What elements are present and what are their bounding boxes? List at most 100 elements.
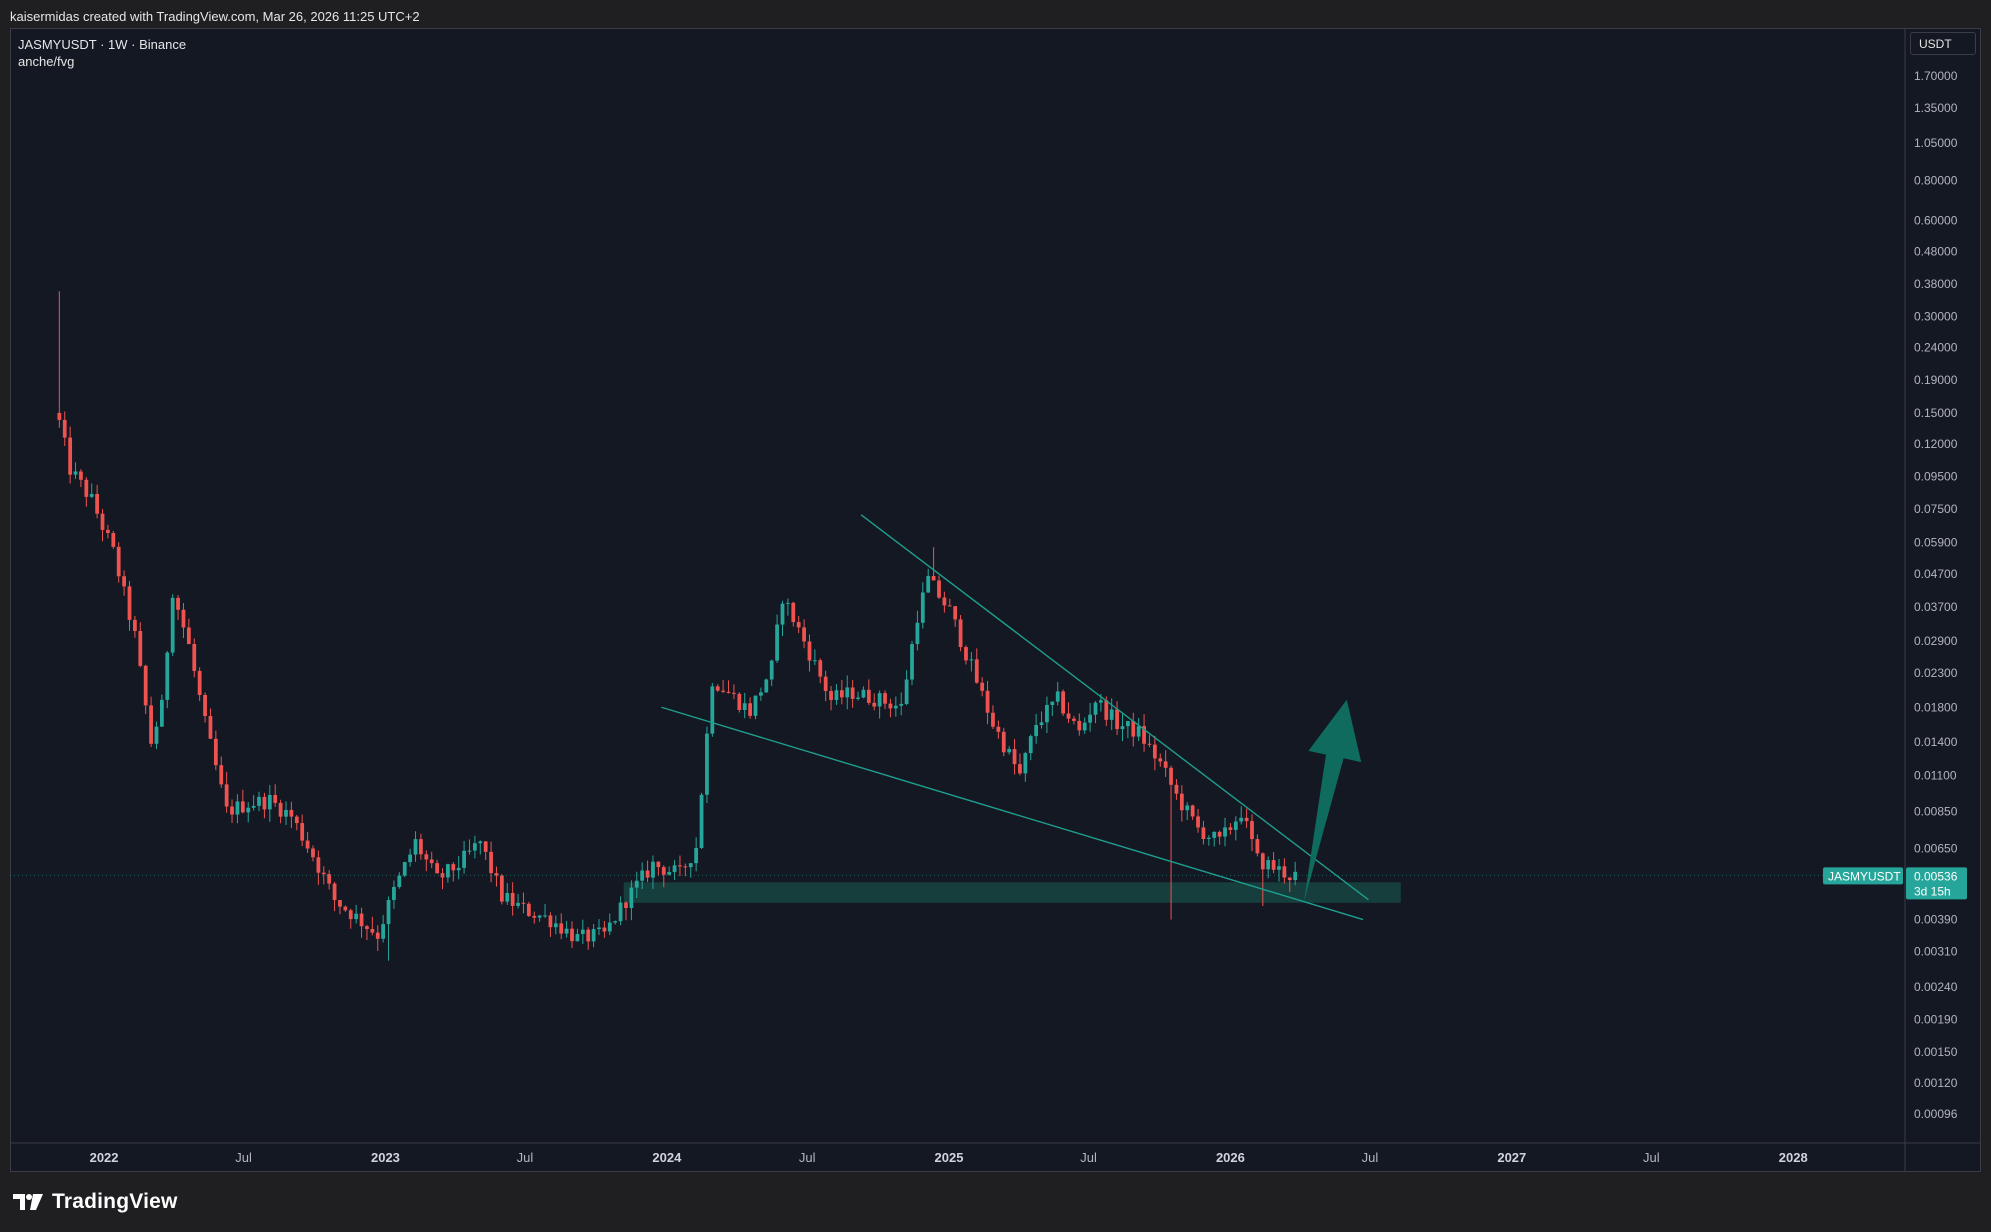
candle <box>451 861 456 882</box>
candle-body <box>694 847 699 864</box>
candle <box>904 670 909 706</box>
candle <box>219 756 224 788</box>
drawing-layer[interactable] <box>661 514 1369 921</box>
candle-body <box>1293 871 1298 881</box>
candle <box>305 832 310 853</box>
candle <box>964 645 968 665</box>
candle-body <box>1028 736 1033 754</box>
candle <box>564 920 569 938</box>
candle-body <box>1287 877 1292 881</box>
candle <box>203 692 207 723</box>
candle-body <box>1142 726 1146 744</box>
candle-body <box>273 794 278 803</box>
candle <box>375 925 380 951</box>
candle <box>1282 858 1287 884</box>
time-tick-label: 2024 <box>652 1150 682 1165</box>
candle <box>947 598 952 607</box>
indicator-label[interactable]: anche/fvg <box>18 54 75 69</box>
candle-body <box>311 848 315 858</box>
chart-credit-bar: kaisermidas created with TradingView.com… <box>0 0 1991 28</box>
candle <box>1163 750 1168 777</box>
candle <box>769 659 774 687</box>
candle <box>780 600 785 637</box>
candle <box>230 799 234 823</box>
chart-footer <box>0 1172 1991 1232</box>
candle-body <box>958 619 963 648</box>
candle <box>95 484 100 519</box>
candle-body <box>915 622 920 645</box>
candle <box>181 603 186 639</box>
chart-legend[interactable]: JASMYUSDT · 1W · Binance anche/fvg <box>18 36 186 70</box>
candle <box>796 615 801 634</box>
candle-body <box>953 606 958 620</box>
candle-body <box>467 850 472 852</box>
candle-body <box>780 603 785 625</box>
candle-body <box>980 682 985 691</box>
price-tick-label: 0.00240 <box>1914 980 1958 994</box>
candle-body <box>429 859 434 864</box>
candle-body <box>996 726 1001 732</box>
symbol-line[interactable]: JASMYUSDT · 1W · Binance <box>18 37 187 52</box>
candle <box>143 664 148 715</box>
candle-body <box>1282 866 1287 878</box>
time-axis-ticks[interactable]: 2022 Jul 2023 Jul 2024 Jul 2025 Jul 2026 Jul 2027 J… <box>90 1150 1808 1165</box>
candle-body <box>246 807 251 813</box>
time-tick-label: Jul <box>1080 1150 1097 1165</box>
candle <box>834 684 839 705</box>
candle <box>548 912 553 937</box>
candle <box>969 652 974 672</box>
currency-selector[interactable]: USDT <box>1910 32 1976 55</box>
candle-body <box>974 659 979 683</box>
candle <box>1007 746 1012 755</box>
price-tick-label: 0.24000 <box>1914 341 1958 355</box>
tradingview-brand[interactable]: TradingView <box>12 1188 178 1216</box>
candle <box>1061 689 1066 716</box>
candle <box>543 904 547 918</box>
price-tick-label: 0.12000 <box>1914 437 1958 451</box>
candle-body <box>1061 691 1066 714</box>
candle <box>338 899 342 915</box>
candle-body <box>84 479 89 497</box>
candle-body <box>446 864 450 878</box>
price-tick-label: 0.60000 <box>1914 213 1958 227</box>
candle <box>462 840 466 874</box>
candle-body <box>208 716 213 739</box>
candle <box>343 905 348 912</box>
candle <box>1233 816 1238 841</box>
candle <box>980 677 985 697</box>
candle-body <box>985 690 990 713</box>
candle-body <box>257 796 261 806</box>
chart-area[interactable] <box>10 28 1981 1172</box>
candle <box>877 690 882 719</box>
candle <box>629 880 634 921</box>
candle-body <box>1223 827 1227 837</box>
price-axis-ticks[interactable]: 2.200001.700001.350001.050000.800000.600… <box>1914 33 1958 1121</box>
candle-body <box>877 693 882 707</box>
candle-body <box>861 689 866 698</box>
candle <box>100 509 105 542</box>
candle <box>289 801 294 829</box>
candle <box>321 866 326 885</box>
candle <box>915 610 920 651</box>
price-tick-label: 0.00390 <box>1914 913 1958 927</box>
candle <box>1050 701 1055 717</box>
candle-body <box>386 900 391 925</box>
time-tick-label: 2023 <box>371 1150 400 1165</box>
candle-body <box>456 867 461 871</box>
candle <box>1271 851 1276 874</box>
candle <box>1028 734 1033 761</box>
candle <box>1185 802 1190 820</box>
candle <box>257 791 261 812</box>
candle <box>991 705 995 730</box>
candle-body <box>170 597 175 653</box>
bar-countdown: 3d 15h <box>1914 884 1951 898</box>
price-chart-svg[interactable]: 2.200001.700001.350001.050000.800000.600… <box>0 0 1991 1172</box>
candle-body <box>1077 720 1082 731</box>
candle <box>607 913 612 936</box>
candle-body <box>866 689 871 703</box>
time-tick-label: Jul <box>517 1150 534 1165</box>
upper-trendline <box>860 514 1369 901</box>
price-tick-label: 0.00120 <box>1914 1076 1958 1090</box>
candle <box>958 614 963 652</box>
candle-body <box>678 865 682 867</box>
